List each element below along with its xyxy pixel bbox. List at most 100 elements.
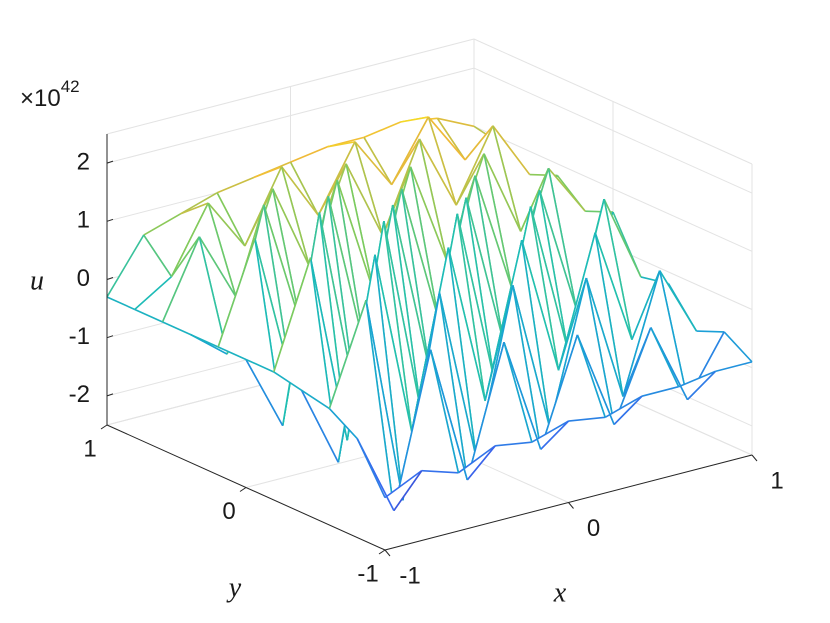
mesh-edge — [641, 385, 679, 397]
x-tick-label: -1 — [399, 562, 420, 589]
mesh-edge — [585, 277, 615, 425]
mesh-edge — [400, 116, 429, 123]
z-tick-label: 2 — [77, 148, 90, 175]
mesh-edge — [391, 138, 421, 186]
mesh-edge — [474, 175, 504, 340]
mesh-edge — [594, 232, 624, 397]
mesh-edge — [421, 469, 459, 474]
mesh-edge — [447, 247, 486, 402]
mesh-edge — [455, 153, 485, 206]
mesh-edge — [263, 204, 302, 324]
y-tick-label: 1 — [83, 435, 96, 462]
grid-line — [473, 125, 753, 252]
mesh-edge — [613, 395, 643, 426]
mesh-face — [180, 192, 245, 247]
mesh-edge — [622, 270, 661, 397]
z-tick-label: -1 — [69, 323, 90, 350]
mesh-edge — [374, 254, 413, 432]
mesh-face — [548, 168, 613, 309]
mesh-edge — [521, 239, 560, 371]
mesh-edge — [280, 166, 319, 216]
mesh-edge — [658, 270, 689, 400]
mesh-edge — [456, 213, 495, 380]
mesh-face — [282, 212, 348, 441]
mesh-face — [411, 247, 477, 458]
mesh-edge — [429, 349, 469, 481]
mesh-face — [492, 125, 558, 232]
mesh-face — [438, 175, 503, 340]
mesh-face — [393, 349, 459, 511]
mesh-edge — [409, 166, 440, 320]
mesh-edge — [438, 292, 469, 481]
multiplier-exponent: 42 — [61, 77, 80, 96]
mesh-edge — [216, 192, 246, 247]
mesh-edge — [696, 330, 725, 333]
mesh-edge — [521, 240, 551, 428]
mesh-edge — [383, 221, 422, 410]
mesh-face — [355, 139, 420, 236]
z-tick-mark — [106, 218, 114, 222]
mesh-edge — [538, 190, 569, 349]
mesh-edge — [301, 389, 330, 410]
mesh-edge — [271, 188, 311, 267]
mesh-edge — [427, 116, 457, 206]
mesh-edge — [392, 204, 431, 371]
z-tick-mark — [106, 393, 114, 397]
y-tick-mark — [239, 487, 247, 492]
mesh-face — [244, 166, 310, 267]
mesh-edge — [170, 202, 209, 278]
mesh-face — [540, 335, 606, 450]
mesh-edge — [245, 359, 284, 427]
mesh-edge — [290, 146, 328, 163]
mesh-face — [521, 240, 587, 428]
mesh-edge — [604, 395, 643, 419]
mesh-edge — [438, 292, 477, 459]
mesh-face — [586, 278, 651, 425]
mesh-face — [512, 285, 578, 450]
mesh-edge — [365, 300, 395, 511]
mesh-face — [281, 163, 347, 267]
z-tick-label: 1 — [77, 207, 90, 234]
x-axis-label: x — [553, 577, 567, 608]
x-tick-label: 1 — [770, 467, 783, 494]
mesh-edge — [495, 441, 532, 447]
mesh-edge — [466, 445, 496, 481]
z-tick-label: -2 — [69, 381, 90, 408]
mesh-face — [614, 327, 679, 425]
mesh-edge — [503, 342, 542, 450]
y-tick-label: -1 — [357, 560, 378, 587]
mesh-edge — [503, 342, 533, 443]
mesh-edge — [393, 349, 432, 511]
mesh-edge — [198, 236, 237, 298]
mesh-edge — [539, 334, 579, 450]
mesh-edge — [384, 470, 423, 499]
z-tick-mark — [106, 160, 114, 164]
mesh-edge — [427, 116, 466, 161]
mesh-edge — [170, 236, 200, 278]
mesh-edge — [456, 213, 486, 402]
mesh-edge — [190, 333, 219, 348]
mesh-edge — [715, 361, 753, 373]
mesh-edge — [547, 168, 578, 310]
mesh-edge — [659, 270, 698, 332]
mesh-edge — [557, 277, 588, 371]
mesh-edge — [217, 238, 256, 348]
mesh-edge — [336, 179, 375, 294]
mesh-edge — [106, 296, 136, 311]
mesh-face — [539, 190, 605, 349]
mesh-edge — [465, 197, 504, 340]
mesh-edge — [723, 331, 753, 363]
mesh-edge — [447, 247, 477, 459]
mesh-edge — [466, 342, 505, 481]
multiplier-base: ×10 — [20, 85, 61, 112]
z-tick-mark — [106, 277, 114, 280]
mesh-edge — [374, 254, 404, 501]
mesh-face — [659, 270, 725, 400]
mesh-edge — [365, 300, 404, 501]
mesh-edge — [217, 346, 247, 361]
mesh-face — [511, 168, 577, 309]
mesh-edge — [437, 117, 475, 128]
mesh-edge — [280, 166, 311, 267]
mesh-face — [318, 141, 383, 236]
mesh-face — [494, 206, 559, 379]
